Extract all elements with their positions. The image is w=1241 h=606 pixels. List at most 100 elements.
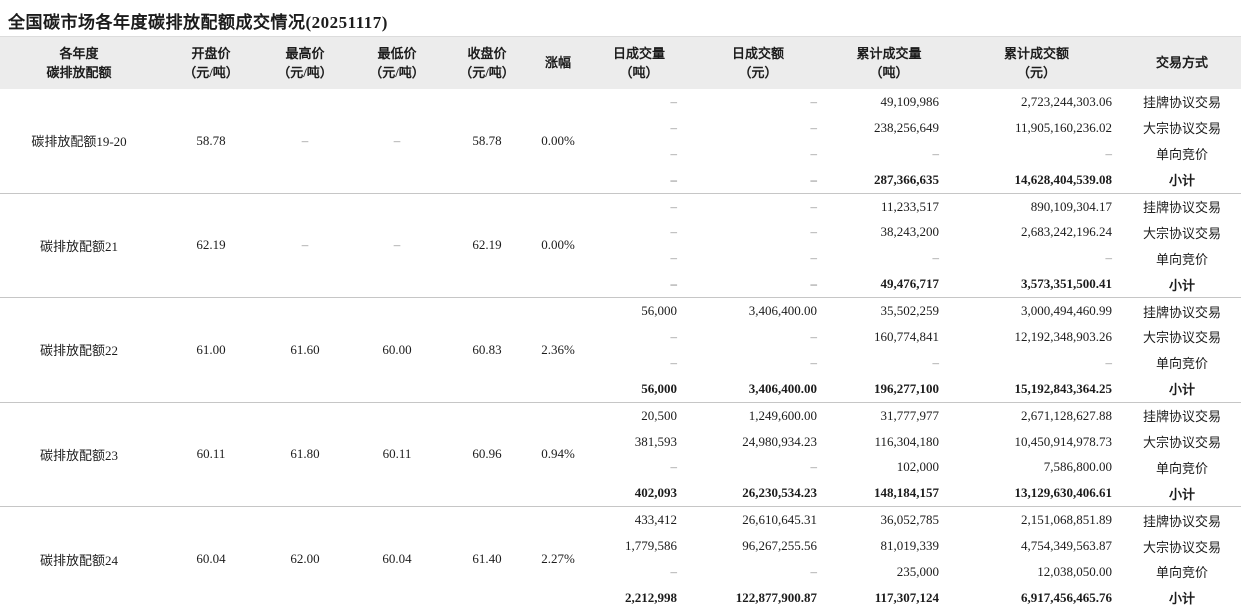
daily-volume-cell: – xyxy=(670,563,678,579)
daily-amount-cell: 3,406,400.00 xyxy=(748,303,817,319)
table-row: 381,593 24,980,934.23 116,304,180 10,450,91… xyxy=(0,429,1241,455)
table-row: 碳排放配额22 61.00 61.60 60.00 60.83 2.36% 56,000 3,… xyxy=(0,297,1241,403)
cum-amount-cell: 10,450,914,978.73 xyxy=(1014,433,1113,449)
table-row: 1,779,586 96,267,255.56 81,019,339 4,754,34… xyxy=(0,533,1241,559)
daily-volume-cell: 2,212,998 xyxy=(590,584,688,606)
group-name-cell: 碳排放配额22 xyxy=(0,297,158,403)
low-price-cell: 60.00 xyxy=(346,297,448,403)
trade-method-cell: 单向竞价 xyxy=(1155,147,1208,163)
cum-volume-cell: 31,777,977 xyxy=(880,407,940,423)
high-price-cell: – xyxy=(264,89,346,194)
open-price-cell: 62.19 xyxy=(158,193,264,299)
table-row: 402,093 26,230,534.23 148,184,157 13,129,63… xyxy=(0,480,1241,508)
trade-method-cell: 挂牌协议交易 xyxy=(1142,513,1221,529)
daily-amount-cell: – xyxy=(810,354,818,370)
cum-volume-cell: 160,774,841 xyxy=(874,328,939,344)
table-row: – – 235,000 12,038,050.00 单向竞价 xyxy=(0,559,1241,585)
table-row: – –287,366,635 14,628,404,539.08 小计 xyxy=(0,166,1241,194)
daily-amount-cell: – xyxy=(810,250,818,266)
daily-volume-cell: – xyxy=(670,119,678,135)
table-row: 碳排放配额19-20 58.78– –58.78 0.00% – –49,109,986 2… xyxy=(0,89,1241,194)
cum-amount-cell: 15,192,843,364.25 xyxy=(950,375,1123,403)
daily-amount-cell: 24,980,934.23 xyxy=(742,433,817,449)
trading-table: 各年度 碳排放配额 开盘价 （元/吨） 最高价 （元/吨） 最低价 （元/吨） 收盘价 （元/吨）… xyxy=(0,36,1241,606)
daily-volume-cell: – xyxy=(670,224,678,240)
trade-method-cell: 大宗协议交易 xyxy=(1142,435,1221,451)
daily-volume-cell: – xyxy=(670,328,678,344)
daily-volume-cell: 433,412 xyxy=(634,512,677,528)
table-row: 56,000 3,406,400.00 196,277,100 15,192,843,… xyxy=(0,375,1241,403)
change-cell: 2.36% xyxy=(526,297,590,403)
cum-amount-cell: 2,683,242,196.24 xyxy=(1021,224,1112,240)
cum-amount-cell: 2,151,068,851.89 xyxy=(1021,512,1112,528)
col-header-close: 收盘价 （元/吨） xyxy=(448,36,526,89)
daily-volume-cell: – xyxy=(670,354,678,370)
table-body: 碳排放配额19-20 58.78– –58.78 0.00% – –49,109,986 2… xyxy=(0,89,1241,606)
table-row: 碳排放配额24 60.04 62.00 60.04 61.40 2.27% 433,412 2… xyxy=(0,506,1241,606)
table-header-row: 各年度 碳排放配额 开盘价 （元/吨） 最高价 （元/吨） 最低价 （元/吨） 收盘价 （元/吨）… xyxy=(0,36,1241,89)
daily-amount-cell: – xyxy=(810,119,818,135)
cum-amount-cell: 11,905,160,236.02 xyxy=(1014,119,1112,135)
trade-method-cell: 挂牌协议交易 xyxy=(1142,200,1221,215)
col-header-method: 交易方式 xyxy=(1123,36,1241,89)
cum-amount-cell: 3,000,494,460.99 xyxy=(1021,303,1112,319)
daily-amount-cell: – xyxy=(688,166,828,194)
cum-volume-cell: – xyxy=(932,354,940,370)
trade-method-cell: 小计 xyxy=(1123,271,1241,299)
cum-volume-cell: – xyxy=(932,145,940,161)
page-title: 全国碳市场各年度碳排放配额成交情况(20251117) xyxy=(8,13,388,32)
daily-volume-cell: – xyxy=(670,459,678,475)
cum-amount-cell: 2,671,128,627.88 xyxy=(1021,407,1112,423)
daily-amount-cell: 122,877,900.87 xyxy=(688,584,828,606)
table-row: – – 38,243,200 2,683,242,196.24 大宗协议交易 xyxy=(0,219,1241,245)
cum-volume-cell: 116,304,180 xyxy=(874,433,939,449)
table-row: – – – – 单向竞价 xyxy=(0,350,1241,376)
trade-method-cell: 大宗协议交易 xyxy=(1142,539,1221,555)
cum-volume-cell: 81,019,339 xyxy=(880,538,940,554)
cum-volume-cell: – xyxy=(932,250,940,266)
cum-volume-cell: 49,109,986 xyxy=(880,93,940,109)
cum-amount-cell: – xyxy=(1105,354,1113,370)
close-price-cell: 58.78 xyxy=(448,89,526,194)
low-price-cell: – xyxy=(346,89,448,194)
cum-amount-cell: – xyxy=(1105,250,1113,266)
close-price-cell: 62.19 xyxy=(448,193,526,299)
daily-volume-cell: – xyxy=(670,93,678,109)
col-header-low: 最低价 （元/吨） xyxy=(346,36,448,89)
cum-amount-cell: 7,586,800.00 xyxy=(1043,459,1112,475)
cum-amount-cell: 890,109,304.17 xyxy=(1030,198,1112,214)
daily-amount-cell: – xyxy=(810,563,818,579)
trade-method-cell: 挂牌协议交易 xyxy=(1142,95,1221,111)
table-row: – – 238,256,649 11,905,160,236.02 大宗协议交易 xyxy=(0,115,1241,141)
daily-volume-cell: – xyxy=(590,271,688,299)
table-row: – – 160,774,841 12,192,348,903.26 大宗协议交易 xyxy=(0,324,1241,350)
daily-amount-cell: – xyxy=(810,459,818,475)
trade-method-cell: 大宗协议交易 xyxy=(1142,121,1221,137)
trade-method-cell: 单向竞价 xyxy=(1155,251,1208,267)
open-price-cell: 60.11 xyxy=(158,402,264,508)
daily-amount-cell: 26,230,534.23 xyxy=(688,480,828,508)
low-price-cell: – xyxy=(346,193,448,299)
daily-volume-cell: 381,593 xyxy=(634,433,677,449)
col-header-name: 各年度 碳排放配额 xyxy=(0,36,158,89)
col-header-cum-volume: 累计成交量 （吨） xyxy=(828,36,950,89)
cum-volume-cell: 148,184,157 xyxy=(828,480,950,508)
daily-amount-cell: 96,267,255.56 xyxy=(742,538,817,554)
cum-volume-cell: 38,243,200 xyxy=(880,224,940,240)
cum-volume-cell: 196,277,100 xyxy=(828,375,950,403)
close-price-cell: 61.40 xyxy=(448,506,526,606)
trade-method-cell: 单向竞价 xyxy=(1155,356,1208,372)
change-cell: 0.00% xyxy=(526,89,590,194)
col-header-cum-amount: 累计成交额 （元） xyxy=(950,36,1123,89)
table-row: – –49,476,717 3,573,351,500.41 小计 xyxy=(0,271,1241,299)
close-price-cell: 60.83 xyxy=(448,297,526,403)
trade-method-cell: 单向竞价 xyxy=(1155,565,1208,581)
table-row: – – – – 单向竞价 xyxy=(0,141,1241,167)
table-header: 各年度 碳排放配额 开盘价 （元/吨） 最高价 （元/吨） 最低价 （元/吨） 收盘价 （元/吨）… xyxy=(0,36,1241,89)
trade-method-cell: 大宗协议交易 xyxy=(1142,225,1221,241)
trade-method-cell: 小计 xyxy=(1123,375,1241,403)
trade-method-cell: 单向竞价 xyxy=(1155,460,1208,476)
daily-amount-cell: – xyxy=(810,93,818,109)
cum-volume-cell: 36,052,785 xyxy=(880,512,940,528)
col-header-open: 开盘价 （元/吨） xyxy=(158,36,264,89)
